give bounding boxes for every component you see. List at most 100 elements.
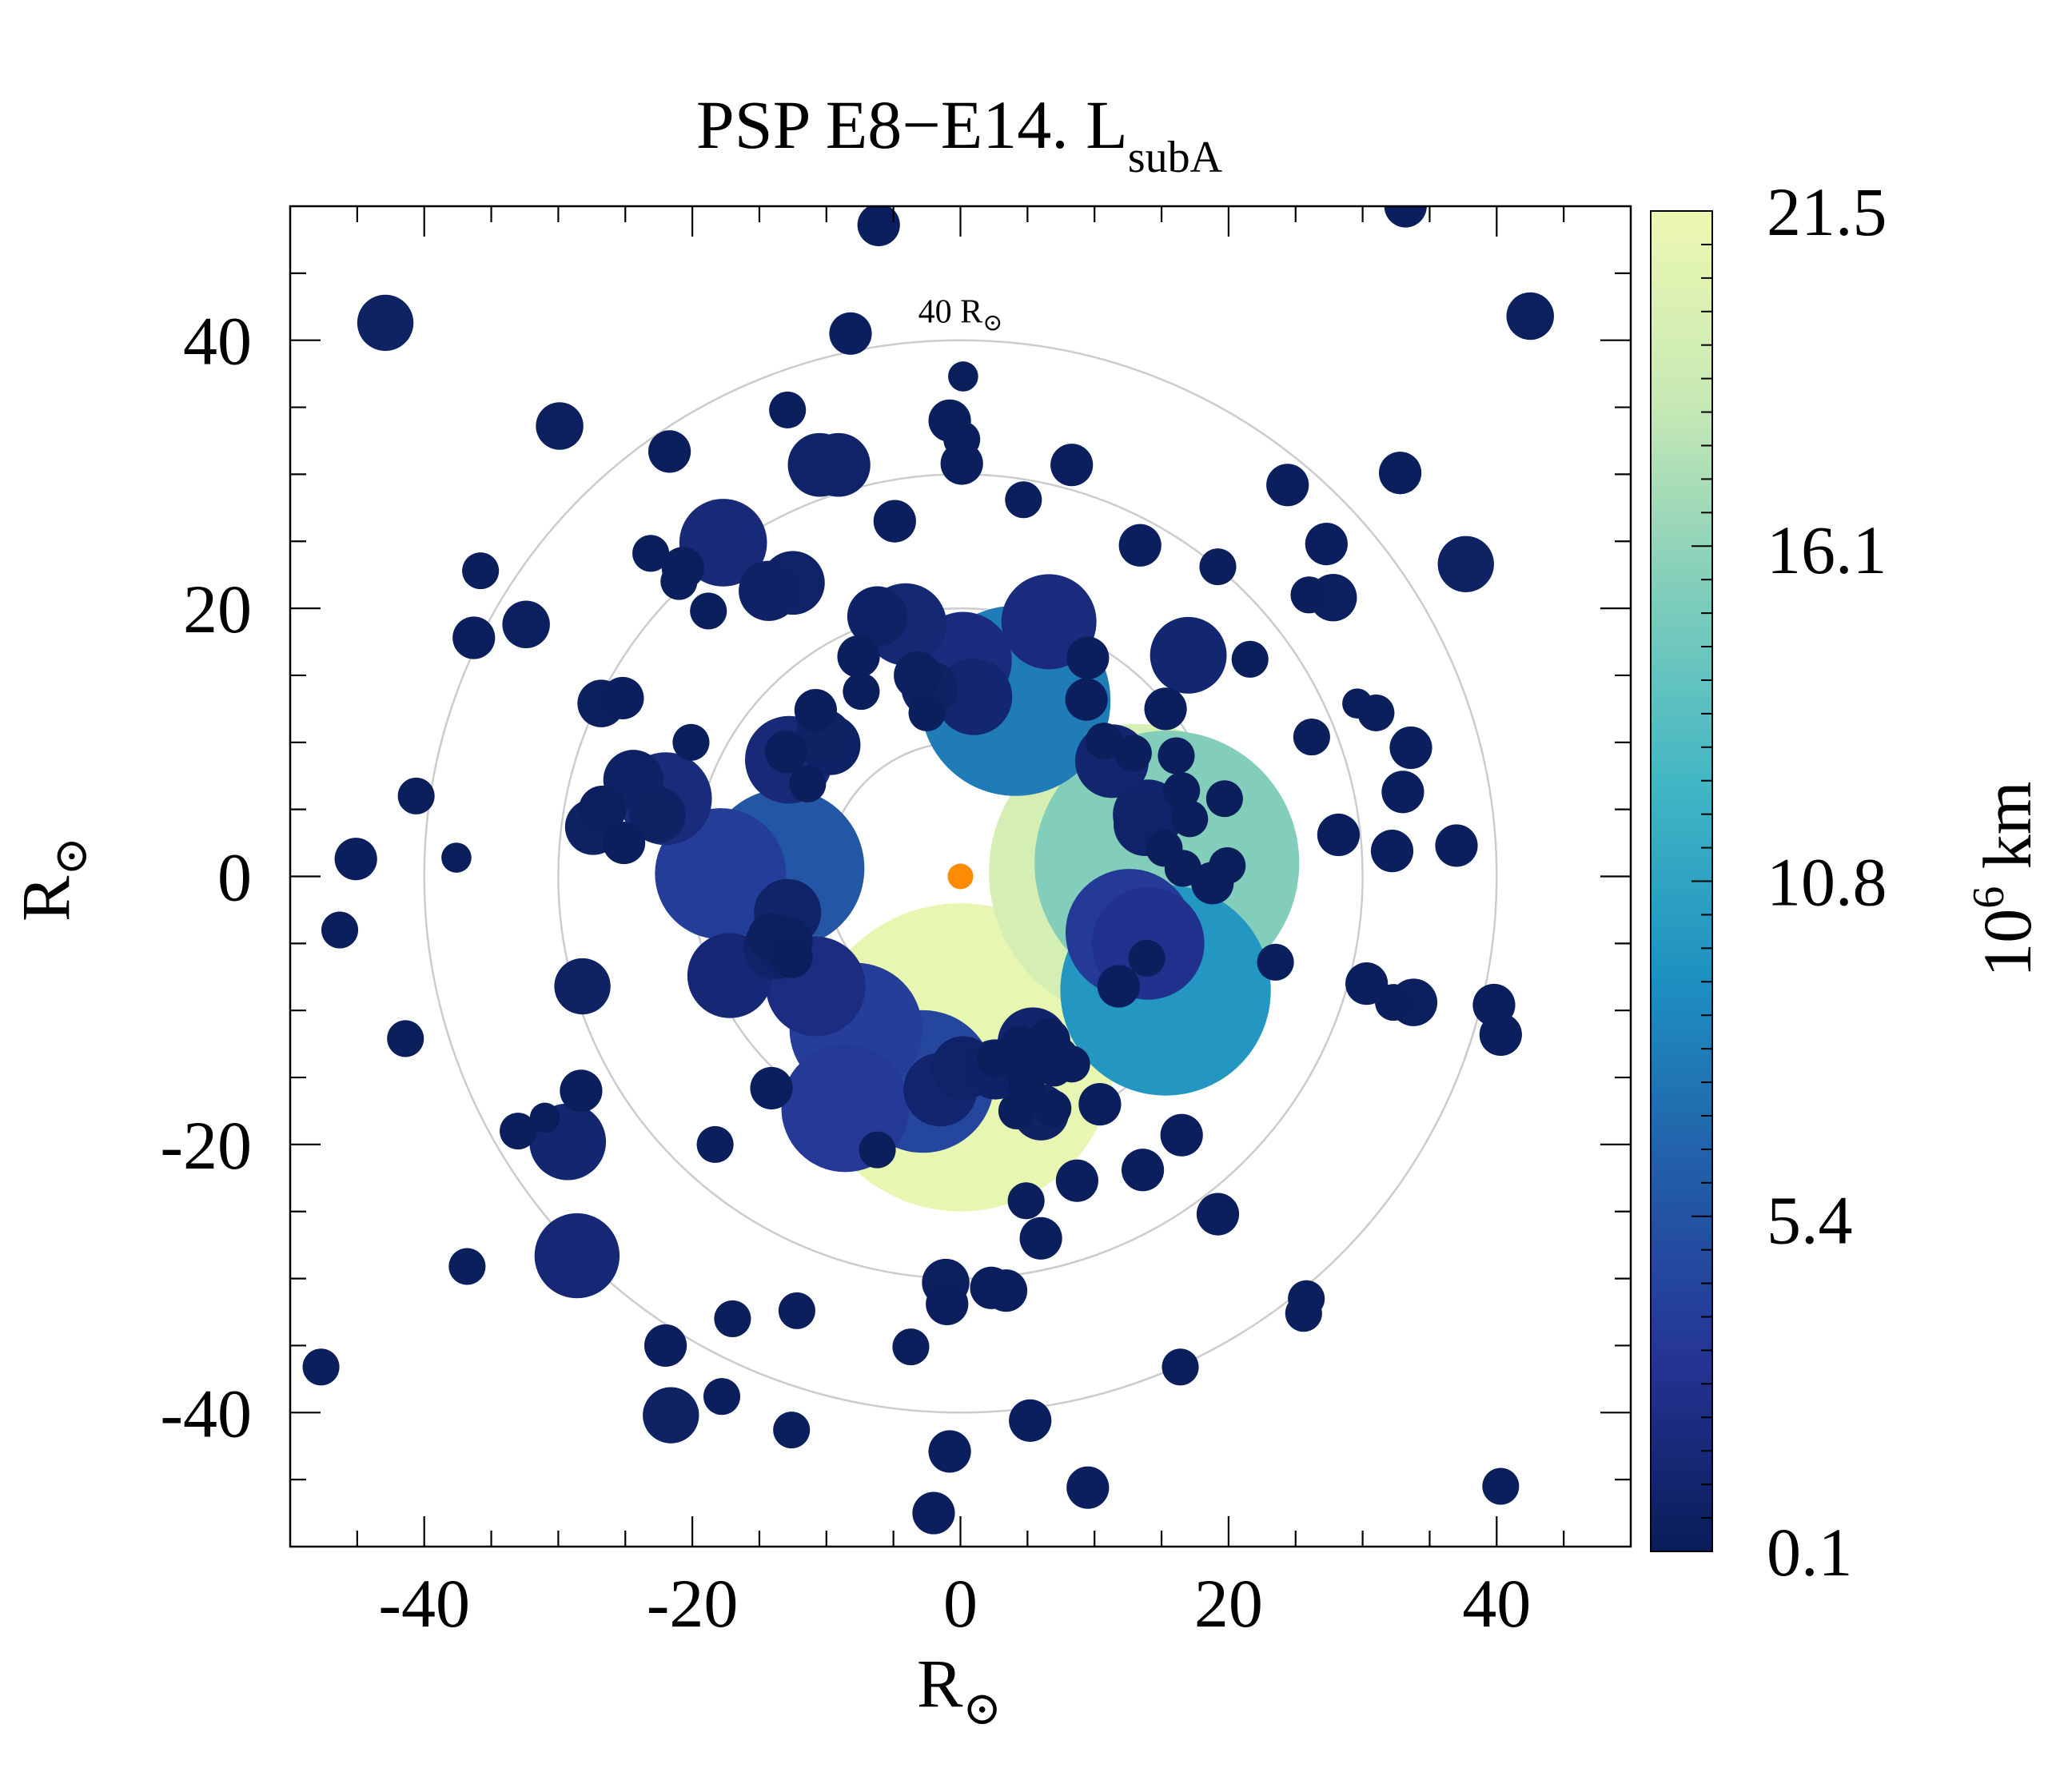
data-point xyxy=(655,808,787,940)
data-point xyxy=(892,1328,930,1366)
y-tick-label: 40 xyxy=(183,303,252,380)
reference-circle-40 xyxy=(423,339,1498,1414)
chart-title: PSP E8−E14. LsubA xyxy=(696,86,1223,182)
data-point xyxy=(770,935,813,978)
data-point xyxy=(1085,723,1122,760)
data-point xyxy=(1196,1193,1240,1236)
data-point xyxy=(1290,576,1328,614)
data-point xyxy=(714,1300,751,1337)
data-point xyxy=(1050,444,1094,487)
data-point xyxy=(859,1131,896,1169)
data-point xyxy=(672,723,710,761)
y-tick-label: -20 xyxy=(160,1107,252,1184)
colorbar-ticks xyxy=(1691,210,1712,1552)
data-point xyxy=(928,1430,971,1473)
data-point xyxy=(873,500,916,543)
data-point xyxy=(1285,1295,1322,1332)
data-point xyxy=(1435,824,1478,867)
data-point xyxy=(1163,772,1201,810)
data-point xyxy=(632,535,670,572)
data-point xyxy=(948,361,978,392)
data-point xyxy=(1053,1045,1090,1083)
data-point xyxy=(1144,687,1187,731)
data-point xyxy=(1128,939,1166,977)
colorbar-tick-labels: 21.5 16.1 10.8 5.4 0.1 xyxy=(1767,173,1887,1591)
data-points xyxy=(302,206,1554,1535)
data-point xyxy=(1293,719,1330,756)
data-point xyxy=(397,777,435,814)
data-point xyxy=(739,560,799,621)
data-point xyxy=(1065,678,1108,721)
data-point xyxy=(629,786,686,843)
data-point xyxy=(462,552,500,590)
data-point xyxy=(357,294,414,352)
y-tick-label: -40 xyxy=(160,1375,252,1451)
x-axis-tick-labels: -40 -20 0 20 40 xyxy=(378,1565,1531,1642)
data-point xyxy=(703,1378,741,1416)
data-point xyxy=(773,1412,811,1449)
data-point xyxy=(536,402,584,450)
chart-title-main: PSP E8−E14. L xyxy=(696,86,1128,163)
data-point xyxy=(643,1387,699,1443)
colorbar-tick-label: 0.1 xyxy=(1767,1514,1853,1591)
data-point xyxy=(1472,983,1516,1027)
data-point xyxy=(1009,1399,1052,1442)
data-point xyxy=(894,651,942,699)
data-point xyxy=(1009,1072,1046,1109)
y-tick-label: 20 xyxy=(183,571,252,647)
data-point xyxy=(1162,1348,1199,1386)
data-point xyxy=(1266,464,1309,507)
data-point xyxy=(794,688,837,732)
data-point xyxy=(1199,548,1237,586)
data-point xyxy=(1160,1113,1203,1157)
data-point xyxy=(1384,206,1427,228)
data-point xyxy=(1114,735,1152,772)
data-point xyxy=(1164,850,1201,887)
data-point xyxy=(1019,1217,1062,1260)
reference-circle-label-40: 40 R⊙ xyxy=(918,294,1003,336)
data-point xyxy=(1257,943,1294,981)
data-point xyxy=(1150,616,1227,694)
data-point xyxy=(1055,1159,1098,1202)
y-axis-tick-labels: 40 20 0 -20 -40 xyxy=(160,303,252,1452)
data-point xyxy=(750,1066,793,1110)
data-point xyxy=(778,1292,815,1329)
colorbar-label: 106 km xyxy=(1964,781,2046,977)
data-point xyxy=(837,635,880,679)
data-point xyxy=(912,1491,955,1535)
data-point xyxy=(1121,1149,1165,1192)
data-point xyxy=(829,312,872,355)
data-point xyxy=(554,958,611,1015)
data-point xyxy=(984,1269,1028,1312)
colorbar-tick-label: 10.8 xyxy=(1767,844,1887,921)
data-point xyxy=(847,586,908,647)
data-point xyxy=(1205,780,1243,818)
data-point xyxy=(1378,452,1422,495)
data-point xyxy=(789,765,827,802)
data-point xyxy=(1370,830,1414,873)
y-axis-label: R⊙ xyxy=(7,837,97,922)
data-point xyxy=(843,673,880,711)
data-point xyxy=(857,206,900,247)
data-point xyxy=(302,1348,340,1386)
x-tick-label: 0 xyxy=(943,1565,978,1642)
data-point xyxy=(452,616,496,659)
data-point xyxy=(926,1282,969,1326)
data-point xyxy=(648,430,691,473)
data-point xyxy=(387,1020,424,1057)
data-point xyxy=(1389,726,1432,770)
data-point xyxy=(441,842,472,873)
axis-ticks xyxy=(290,206,1631,1547)
data-point xyxy=(601,676,644,720)
data-point xyxy=(696,1125,734,1163)
data-point xyxy=(529,1102,560,1133)
data-point xyxy=(690,592,727,630)
data-point xyxy=(1317,813,1361,857)
data-point xyxy=(1482,1467,1520,1505)
data-point xyxy=(448,1248,486,1285)
data-point xyxy=(1158,737,1195,775)
data-point xyxy=(1171,800,1209,838)
data-point xyxy=(1381,771,1424,814)
data-point xyxy=(1305,523,1348,566)
chart-title-subscript: subA xyxy=(1128,133,1223,182)
